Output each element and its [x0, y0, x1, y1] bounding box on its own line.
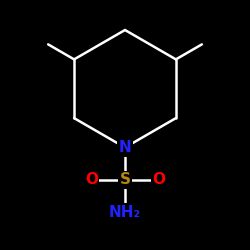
Text: O: O — [152, 172, 165, 188]
Text: NH₂: NH₂ — [109, 205, 141, 220]
Text: S: S — [120, 172, 130, 188]
Text: N: N — [118, 140, 132, 155]
Text: O: O — [85, 172, 98, 188]
